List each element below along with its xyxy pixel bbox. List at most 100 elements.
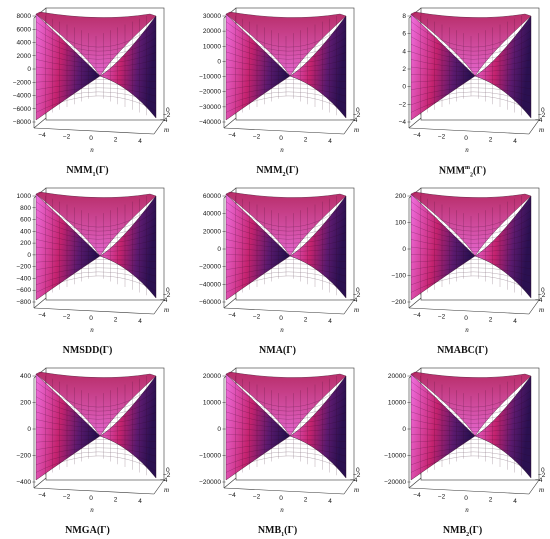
- y-tick-label: −2: [538, 112, 546, 119]
- panel-caption: NMB2(Γ): [375, 525, 550, 538]
- saddle-surface: [225, 191, 347, 301]
- panel-caption: NMABC(Γ): [375, 345, 550, 356]
- y-tick-label: −2: [353, 472, 361, 479]
- z-tick-label: 200: [20, 400, 31, 407]
- z-tick-label: 10000: [203, 43, 221, 50]
- x-tick-label: −4: [228, 492, 236, 499]
- y-axis-label: m: [539, 486, 544, 494]
- z-tick-label: −4000: [13, 93, 32, 100]
- x-tick-label: −4: [413, 312, 421, 319]
- caption-suffix: (Γ): [474, 345, 488, 356]
- x-axis-label: n: [280, 326, 284, 334]
- x-axis-label: n: [465, 326, 469, 334]
- caption-suffix: (Γ): [95, 165, 109, 176]
- z-tick-label: 6: [402, 31, 406, 38]
- z-tick-label: 400: [20, 228, 31, 235]
- y-tick-label: −2: [163, 292, 171, 299]
- panel-caption: NMM1(Γ): [0, 165, 175, 178]
- y-tick-label: 0: [166, 467, 170, 474]
- x-tick-label: −4: [228, 132, 236, 139]
- x-tick-label: −2: [63, 134, 71, 141]
- panel-caption: NMM2(Γ): [190, 165, 365, 178]
- x-tick-label: −4: [228, 312, 236, 319]
- z-tick-label: 20000: [388, 373, 406, 380]
- z-tick-label: −400: [16, 479, 31, 486]
- caption-suffix: (Γ): [285, 165, 299, 176]
- y-tick-label: −2: [163, 112, 171, 119]
- x-tick-label: −4: [38, 492, 46, 499]
- x-tick-label: 0: [279, 495, 283, 502]
- y-tick-label: 0: [541, 467, 545, 474]
- x-tick-label: 0: [464, 315, 468, 322]
- z-tick-label: 4000: [17, 40, 32, 47]
- y-tick-label: 0: [541, 287, 545, 294]
- x-axis-label: n: [465, 506, 469, 514]
- x-tick-label: −2: [253, 494, 261, 501]
- z-tick-label: 8000: [17, 13, 32, 20]
- x-tick-label: −2: [438, 314, 446, 321]
- z-tick-label: 8: [402, 13, 406, 20]
- caption-suffix: (Γ): [99, 345, 113, 356]
- z-tick-label: 20000: [203, 228, 221, 235]
- x-tick-label: 2: [304, 137, 308, 144]
- z-tick-label: −30000: [199, 104, 221, 111]
- x-tick-label: 2: [114, 497, 118, 504]
- z-tick-label: 0: [27, 426, 31, 433]
- z-tick-label: 600: [20, 217, 31, 224]
- y-axis-label: m: [164, 306, 169, 314]
- x-tick-label: −2: [438, 134, 446, 141]
- x-tick-label: 4: [328, 138, 332, 145]
- y-tick-label: −2: [163, 472, 171, 479]
- z-tick-label: 200: [20, 240, 31, 247]
- z-tick-label: −2: [399, 101, 407, 108]
- x-tick-label: 4: [138, 138, 142, 145]
- surface-panel: 400 200 0 −200 −400 −4 −2 0 2 4 n −4 −2 0 m NMGA(Γ): [0, 360, 175, 539]
- z-tick-label: 0: [27, 252, 31, 259]
- z-tick-label: 20000: [203, 28, 221, 35]
- z-tick-label: 60000: [203, 193, 221, 200]
- y-tick-label: −4: [350, 477, 358, 484]
- y-tick-label: 0: [356, 287, 360, 294]
- y-axis-label: m: [354, 486, 359, 494]
- z-tick-label: 10000: [203, 400, 221, 407]
- x-tick-label: −4: [413, 492, 421, 499]
- y-axis-label: m: [354, 306, 359, 314]
- z-tick-label: −8000: [13, 119, 32, 126]
- x-tick-label: 2: [489, 497, 493, 504]
- caption-base: NMA: [259, 345, 283, 356]
- x-tick-label: 2: [304, 497, 308, 504]
- y-axis-label: m: [354, 126, 359, 134]
- y-tick-label: −4: [160, 477, 168, 484]
- y-tick-label: −4: [535, 297, 543, 304]
- x-axis-label: n: [280, 146, 284, 154]
- caption-base: NMABC: [437, 345, 475, 356]
- x-tick-label: 0: [89, 315, 93, 322]
- caption-suffix: (Γ): [473, 165, 487, 177]
- x-axis-label: n: [280, 506, 284, 514]
- z-tick-label: 30000: [203, 13, 221, 20]
- z-tick-label: −40000: [199, 281, 221, 288]
- z-tick-label: −10000: [199, 453, 221, 460]
- plot-box: [223, 367, 355, 495]
- z-tick-label: 4: [402, 48, 406, 55]
- x-tick-label: −4: [38, 132, 46, 139]
- y-tick-label: −4: [350, 297, 358, 304]
- saddle-surface: [410, 371, 532, 481]
- x-tick-label: 0: [89, 135, 93, 142]
- x-axis-label: n: [465, 146, 469, 154]
- z-tick-label: 0: [27, 66, 31, 73]
- surface-svg: 80006000400020000−2000−4000−6000−8000−4−…: [13, 7, 171, 154]
- y-tick-label: −2: [353, 112, 361, 119]
- x-axis-label: n: [90, 326, 94, 334]
- z-tick-label: 0: [217, 58, 221, 65]
- z-tick-label: 2: [402, 66, 406, 73]
- saddle-surface: [35, 371, 157, 481]
- x-tick-label: 2: [304, 317, 308, 324]
- saddle-surface: [225, 11, 347, 121]
- z-tick-label: 400: [20, 373, 31, 380]
- z-tick-label: 800: [20, 205, 31, 212]
- x-tick-label: 4: [513, 138, 517, 145]
